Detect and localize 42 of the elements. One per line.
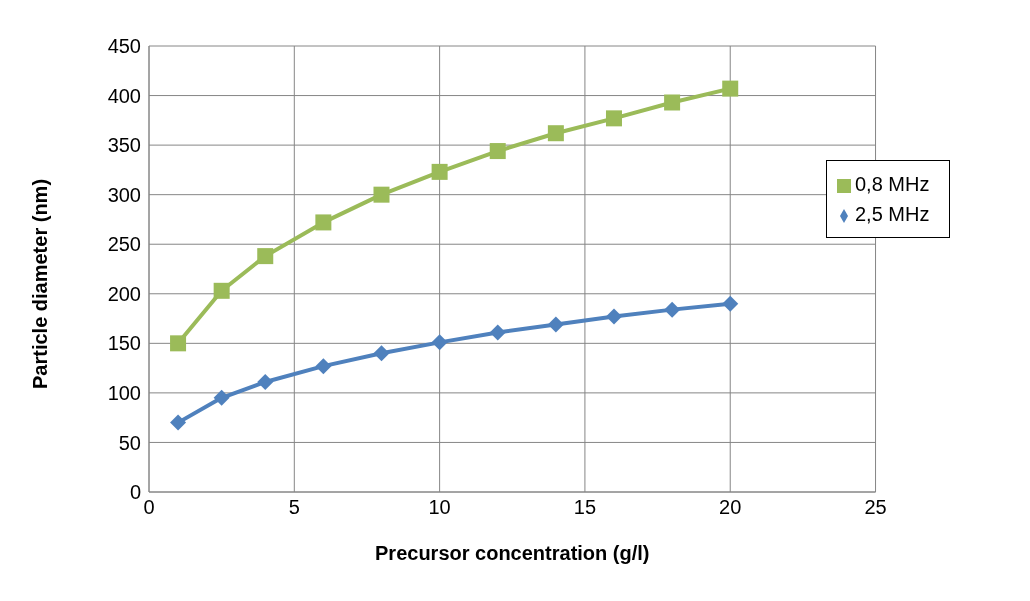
point	[547, 125, 564, 142]
point	[431, 163, 448, 180]
y-tick-label: 250	[107, 233, 141, 256]
y-tick-label: 450	[107, 35, 141, 58]
y-tick-label: 300	[107, 183, 141, 206]
point	[605, 110, 622, 127]
y-axis-title: Particle diameter (nm)	[29, 178, 52, 389]
x-tick-label: 0	[143, 496, 155, 519]
point	[431, 334, 448, 351]
point	[489, 143, 506, 160]
legend-label: 2,5 MHz	[855, 203, 930, 225]
point	[547, 316, 564, 333]
point	[315, 358, 332, 375]
point	[664, 301, 681, 318]
x-axis-title: Precursor concentration (g/l)	[375, 542, 650, 564]
y-tick-label: 0	[129, 481, 141, 504]
y-tick-label: 50	[118, 431, 141, 454]
y-tick-label: 400	[107, 84, 141, 107]
point	[722, 295, 739, 312]
point	[722, 80, 739, 97]
y-tick-label: 200	[107, 282, 141, 305]
x-tick-label: 5	[288, 496, 300, 519]
y-tick-label: 350	[107, 134, 141, 157]
point	[257, 373, 274, 390]
x-tick-label: 15	[573, 496, 597, 519]
point	[373, 186, 390, 203]
y-tick-label: 100	[107, 381, 141, 404]
point	[315, 214, 332, 231]
point	[373, 345, 390, 362]
point	[170, 335, 187, 352]
point	[257, 248, 274, 265]
x-tick-label: 25	[864, 496, 887, 519]
point	[605, 308, 622, 325]
y-tick-label: 150	[107, 332, 141, 355]
point	[170, 414, 187, 431]
x-tick-label: 20	[719, 496, 742, 519]
x-tick-label: 10	[428, 496, 451, 519]
point	[664, 94, 681, 111]
point	[213, 282, 230, 299]
point	[213, 389, 230, 406]
point	[489, 324, 506, 341]
legend-label: 0,8 MHz	[855, 173, 930, 195]
